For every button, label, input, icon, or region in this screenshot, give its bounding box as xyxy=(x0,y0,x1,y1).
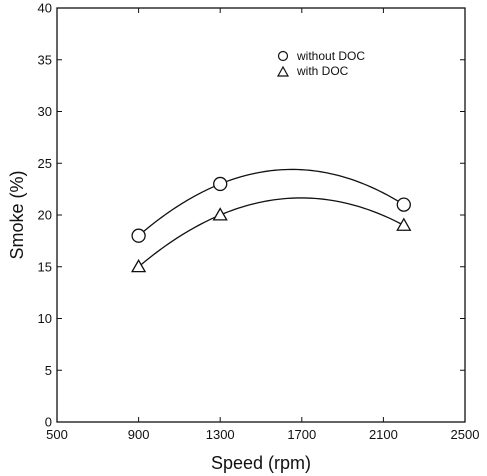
legend-label-without-doc: without DOC xyxy=(296,49,365,63)
series-markers xyxy=(130,176,412,273)
y-tick-label: 10 xyxy=(38,311,52,326)
data-point-with-doc xyxy=(396,217,412,231)
x-tick-label: 1300 xyxy=(206,427,235,442)
y-tick-label: 35 xyxy=(38,52,52,67)
legend: without DOC with DOC xyxy=(276,49,365,78)
y-tick-label: 25 xyxy=(38,156,52,171)
x-tick-label: 2100 xyxy=(369,427,398,442)
x-tick-label: 900 xyxy=(128,427,150,442)
series-line-with-doc xyxy=(138,197,405,268)
legend-marker-with-doc xyxy=(276,65,290,77)
x-tick-label: 500 xyxy=(46,427,68,442)
data-point-without-doc xyxy=(213,176,228,192)
y-tick-label: 30 xyxy=(38,104,52,119)
y-tick-label: 5 xyxy=(45,363,52,378)
plot-frame xyxy=(56,7,466,423)
y-tick-label: 40 xyxy=(38,1,52,16)
series-curves xyxy=(138,168,405,268)
data-point-without-doc xyxy=(396,197,411,212)
y-tick-label: 15 xyxy=(38,259,52,274)
legend-marker-without-doc xyxy=(277,50,289,62)
x-tick-label: 1700 xyxy=(287,427,316,442)
y-tick-label: 20 xyxy=(38,208,52,223)
series-line-without-doc xyxy=(138,168,405,237)
y-axis-title: Smoke (%) xyxy=(7,170,27,259)
x-tick-label: 2500 xyxy=(451,427,480,442)
x-axis-ticks: 500 900 1300 1700 2100 2500 xyxy=(46,8,479,442)
data-point-with-doc xyxy=(130,258,147,273)
legend-label-with-doc: with DOC xyxy=(296,64,349,78)
x-axis-title: Speed (rpm) xyxy=(211,453,311,473)
data-point-with-doc xyxy=(212,207,228,221)
y-axis-ticks: 0 5 10 15 20 25 30 35 40 xyxy=(38,1,465,430)
y-tick-label: 0 xyxy=(45,415,52,430)
data-point-without-doc xyxy=(131,228,146,243)
